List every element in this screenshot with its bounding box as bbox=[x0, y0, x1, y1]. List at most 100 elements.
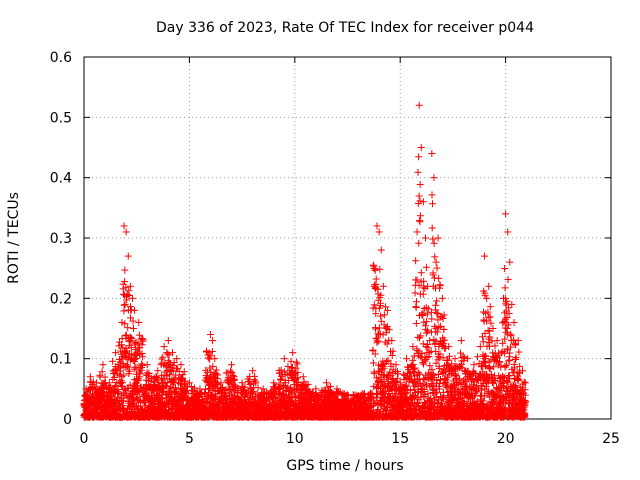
x-tick-label: 15 bbox=[391, 431, 409, 447]
data-point bbox=[121, 266, 129, 274]
data-point bbox=[89, 378, 97, 386]
data-point bbox=[451, 355, 459, 363]
data-point bbox=[127, 306, 135, 314]
y-tick-label: 0.3 bbox=[50, 231, 72, 247]
data-points bbox=[80, 101, 529, 421]
data-point bbox=[412, 319, 420, 327]
data-point bbox=[470, 361, 478, 369]
data-point bbox=[158, 355, 166, 363]
data-point bbox=[127, 333, 135, 341]
data-point bbox=[103, 383, 111, 391]
data-point bbox=[438, 294, 446, 302]
data-point bbox=[426, 337, 434, 345]
x-tick-label: 20 bbox=[497, 431, 515, 447]
data-point bbox=[428, 150, 436, 158]
data-point bbox=[375, 324, 383, 332]
data-point bbox=[124, 324, 132, 332]
data-point bbox=[109, 357, 117, 365]
data-point bbox=[292, 358, 300, 366]
data-point bbox=[372, 275, 380, 283]
data-point bbox=[419, 198, 427, 206]
data-point bbox=[228, 361, 236, 369]
data-point bbox=[206, 331, 214, 339]
data-point bbox=[431, 253, 439, 261]
data-point bbox=[417, 144, 425, 151]
data-point bbox=[377, 246, 385, 254]
data-point bbox=[380, 311, 388, 319]
data-point bbox=[180, 368, 188, 376]
data-point bbox=[164, 337, 172, 345]
y-tick-label: 0.5 bbox=[50, 110, 72, 126]
data-point bbox=[432, 258, 440, 266]
data-point bbox=[135, 331, 143, 339]
data-point bbox=[414, 168, 422, 176]
data-point bbox=[126, 367, 134, 375]
data-point bbox=[457, 349, 465, 357]
data-point bbox=[373, 222, 381, 230]
x-tick-label: 25 bbox=[602, 431, 620, 447]
data-point bbox=[423, 310, 431, 318]
data-point bbox=[409, 343, 417, 351]
data-point bbox=[429, 235, 437, 243]
data-point bbox=[392, 361, 400, 369]
data-point bbox=[123, 290, 131, 298]
data-point bbox=[119, 344, 127, 352]
data-point bbox=[388, 351, 396, 359]
data-point bbox=[424, 344, 432, 352]
data-point bbox=[384, 356, 392, 364]
data-point bbox=[128, 294, 136, 302]
data-point bbox=[209, 337, 217, 345]
data-point bbox=[384, 306, 392, 314]
data-point bbox=[121, 301, 129, 309]
data-point bbox=[121, 278, 129, 286]
data-point bbox=[489, 325, 497, 332]
data-point bbox=[120, 371, 128, 379]
data-point bbox=[99, 361, 107, 369]
data-point bbox=[125, 291, 133, 299]
data-point bbox=[415, 192, 423, 200]
data-point bbox=[375, 228, 383, 236]
data-point bbox=[119, 359, 127, 367]
data-point bbox=[412, 257, 420, 265]
data-point bbox=[376, 265, 384, 273]
data-point bbox=[434, 234, 442, 242]
data-point bbox=[415, 153, 423, 161]
data-point bbox=[251, 372, 259, 380]
data-point bbox=[119, 397, 127, 405]
data-point bbox=[251, 377, 259, 385]
data-point bbox=[485, 282, 493, 290]
data-point bbox=[112, 349, 120, 357]
grid bbox=[84, 57, 611, 419]
y-tick-label: 0.6 bbox=[50, 50, 72, 66]
data-point bbox=[412, 298, 420, 306]
data-point bbox=[101, 373, 109, 381]
data-point bbox=[433, 264, 441, 272]
data-point bbox=[432, 301, 440, 309]
data-point bbox=[289, 349, 297, 357]
x-tick-labels: 0 5 10 15 20 25 bbox=[80, 431, 620, 447]
data-point bbox=[428, 200, 436, 208]
data-point bbox=[120, 301, 128, 309]
x-tick-label: 5 bbox=[185, 431, 194, 447]
data-point bbox=[126, 282, 134, 290]
data-point bbox=[160, 343, 168, 351]
data-point bbox=[416, 334, 424, 342]
data-point bbox=[143, 361, 151, 369]
data-point bbox=[280, 355, 288, 363]
data-point bbox=[421, 234, 429, 242]
data-point bbox=[416, 212, 424, 220]
data-point bbox=[381, 338, 389, 346]
data-point bbox=[433, 309, 441, 317]
data-point bbox=[96, 371, 104, 379]
data-point bbox=[481, 252, 489, 260]
data-point bbox=[430, 239, 438, 247]
data-point bbox=[415, 101, 423, 109]
data-point bbox=[457, 337, 465, 345]
data-point bbox=[322, 379, 330, 387]
data-point bbox=[185, 379, 193, 387]
data-point bbox=[485, 339, 493, 347]
data-point bbox=[135, 318, 143, 326]
data-point bbox=[123, 296, 131, 304]
data-point bbox=[422, 263, 430, 271]
